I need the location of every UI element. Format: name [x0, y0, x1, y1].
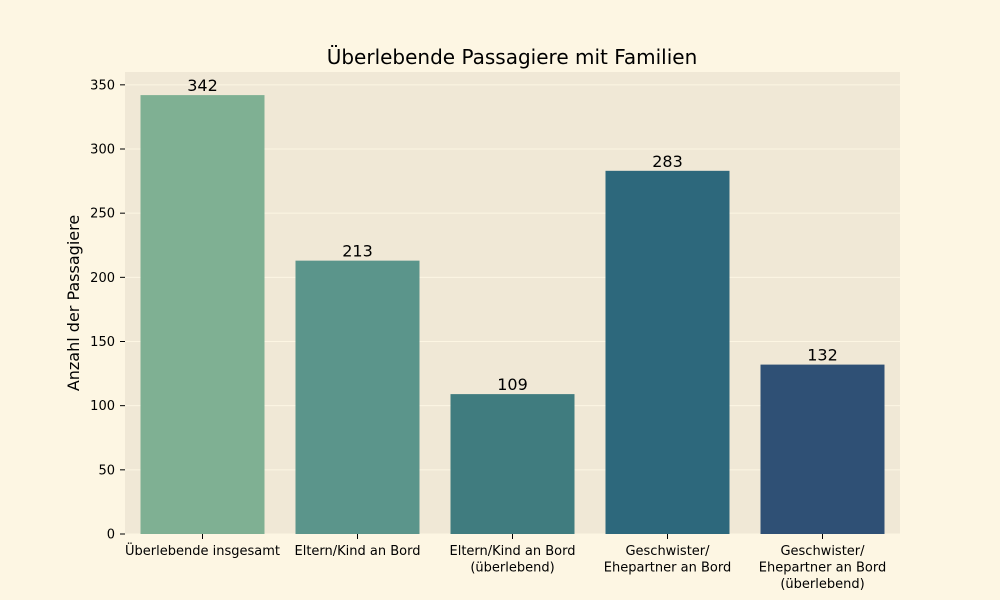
data-label: 283	[652, 152, 683, 171]
x-tick-label: Überlebende insgesamt	[125, 542, 280, 559]
y-tick-label: 350	[90, 78, 115, 93]
bar	[605, 170, 730, 535]
bar	[140, 95, 265, 534]
y-tick-label: 150	[90, 335, 115, 350]
y-tick-label: 250	[90, 207, 115, 222]
y-axis: 0 50 100 150 200 250 300 350	[90, 78, 125, 543]
y-tick-label: 50	[98, 463, 115, 478]
data-label: 132	[807, 346, 838, 365]
x-tick-label: Eltern/Kind an Bord (überlebend)	[450, 544, 576, 576]
y-tick-label: 200	[90, 271, 115, 286]
data-label: 213	[342, 242, 373, 261]
data-label: 109	[497, 375, 528, 394]
y-axis-label: Anzahl der Passagiere	[64, 215, 83, 391]
x-tick-label: Geschwister/Ehepartner an Bord	[604, 544, 731, 576]
bar	[760, 364, 885, 534]
chart-title: Überlebende Passagiere mit Familien	[327, 45, 698, 69]
bar	[295, 260, 420, 534]
x-tick-label: Eltern/Kind an Bord	[295, 544, 421, 559]
data-labels: 342 213 109 283 132	[187, 76, 838, 394]
bar	[450, 394, 575, 534]
bar-group	[140, 95, 885, 535]
y-tick-label: 100	[90, 399, 115, 414]
y-tick-label: 300	[90, 143, 115, 158]
data-label: 342	[187, 76, 218, 95]
y-tick-label: 0	[107, 528, 115, 543]
x-axis: Überlebende insgesamt Eltern/Kind an Bord…	[125, 534, 886, 592]
x-tick-label: Geschwister/Ehepartner an Bord (überleben…	[759, 544, 886, 592]
